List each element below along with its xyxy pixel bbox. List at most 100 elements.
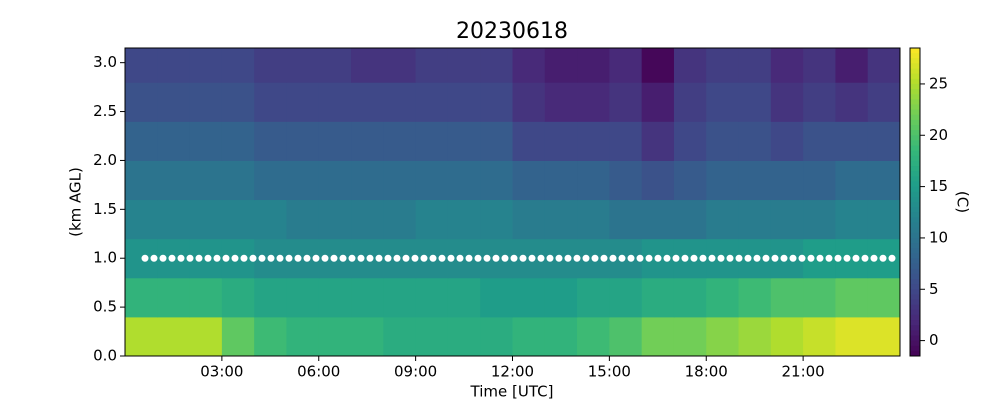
- colorbar-segment: [910, 227, 920, 234]
- colorbar-segment: [910, 314, 920, 321]
- cell: [544, 316, 578, 357]
- cell: [286, 277, 320, 318]
- colorbar-segment: [910, 171, 920, 177]
- colorbar-segment: [910, 53, 920, 59]
- colorbar-segment: [910, 284, 920, 290]
- cell: [480, 199, 513, 240]
- cell: [577, 160, 610, 201]
- y-tick-label: 0.5: [93, 298, 117, 316]
- colorbar-tick-label: 10: [929, 228, 948, 246]
- cell: [157, 316, 191, 357]
- cell: [641, 82, 675, 122]
- cell: [673, 82, 707, 122]
- cell: [835, 160, 869, 201]
- cell: [415, 121, 449, 161]
- y-tick-label: 1.0: [93, 249, 117, 267]
- cell: [770, 277, 804, 318]
- cell: [803, 199, 836, 240]
- y-tick-label: 2.0: [93, 151, 117, 169]
- cell: [125, 82, 158, 122]
- cell: [577, 277, 610, 318]
- cell: [189, 160, 223, 201]
- x-tick-label: 03:00: [200, 363, 243, 381]
- cell: [803, 82, 836, 122]
- colorbar-segment: [910, 145, 920, 152]
- cell: [189, 121, 223, 161]
- cell: [706, 160, 740, 201]
- cell: [447, 277, 481, 318]
- cell: [286, 48, 320, 83]
- cell: [351, 48, 384, 83]
- cell: [738, 316, 772, 357]
- cell: [770, 316, 804, 357]
- cell: [189, 199, 223, 240]
- y-axis-label: (km AGL): [67, 167, 85, 237]
- cell: [512, 277, 546, 318]
- cell: [351, 316, 384, 357]
- cell: [641, 48, 675, 83]
- cell: [706, 48, 740, 83]
- cell: [835, 121, 869, 161]
- colorbar-tick-label: 5: [929, 280, 939, 298]
- cell: [221, 48, 255, 83]
- cell: [383, 316, 417, 357]
- cell: [157, 199, 191, 240]
- colorbar-segment: [910, 345, 920, 352]
- cell: [544, 199, 578, 240]
- colorbar-segment: [910, 248, 920, 254]
- cell: [189, 48, 223, 83]
- colorbar-tick-label: 20: [929, 126, 948, 144]
- colorbar-segment: [910, 191, 920, 198]
- colorbar-segment: [910, 58, 920, 64]
- colorbar-label: (C): [954, 191, 972, 213]
- y-tick-label: 1.5: [93, 200, 117, 218]
- cell: [544, 48, 578, 83]
- cell: [867, 316, 901, 357]
- cell: [835, 316, 869, 357]
- colorbar-segment: [910, 83, 920, 90]
- cell: [706, 82, 740, 122]
- colorbar-segment: [910, 94, 920, 100]
- cell: [512, 199, 546, 240]
- x-tick-label: 18:00: [685, 363, 728, 381]
- cell: [641, 160, 675, 201]
- cell: [318, 82, 352, 122]
- cell: [835, 277, 869, 318]
- cell: [189, 277, 223, 318]
- cell: [351, 160, 384, 201]
- colorbar-segment: [910, 202, 920, 208]
- cell: [286, 316, 320, 357]
- colorbar-segment: [910, 89, 920, 95]
- cell: [673, 277, 707, 318]
- cell: [770, 121, 804, 161]
- colorbar-segment: [910, 109, 920, 116]
- cell: [480, 82, 513, 122]
- colorbar-segment: [910, 237, 920, 244]
- cell: [383, 82, 417, 122]
- cell: [544, 121, 578, 161]
- cell: [544, 82, 578, 122]
- cell: [577, 121, 610, 161]
- cell: [673, 121, 707, 161]
- colorbar-segment: [910, 325, 920, 331]
- cell: [221, 316, 255, 357]
- colorbar-segment: [910, 166, 920, 172]
- cell: [738, 121, 772, 161]
- cell: [867, 121, 901, 161]
- cell: [351, 121, 384, 161]
- cell: [512, 82, 546, 122]
- colorbar-segment: [910, 217, 920, 224]
- colorbar-segment: [910, 150, 920, 157]
- cell: [512, 160, 546, 201]
- x-tick-label: 06:00: [297, 363, 340, 381]
- cell: [803, 277, 836, 318]
- cell: [415, 199, 449, 240]
- colorbar-segment: [910, 232, 920, 239]
- cell: [609, 160, 643, 201]
- cell: [480, 48, 513, 83]
- colorbar-segment: [910, 320, 920, 326]
- cell: [447, 199, 481, 240]
- cell: [706, 199, 740, 240]
- cell: [673, 160, 707, 201]
